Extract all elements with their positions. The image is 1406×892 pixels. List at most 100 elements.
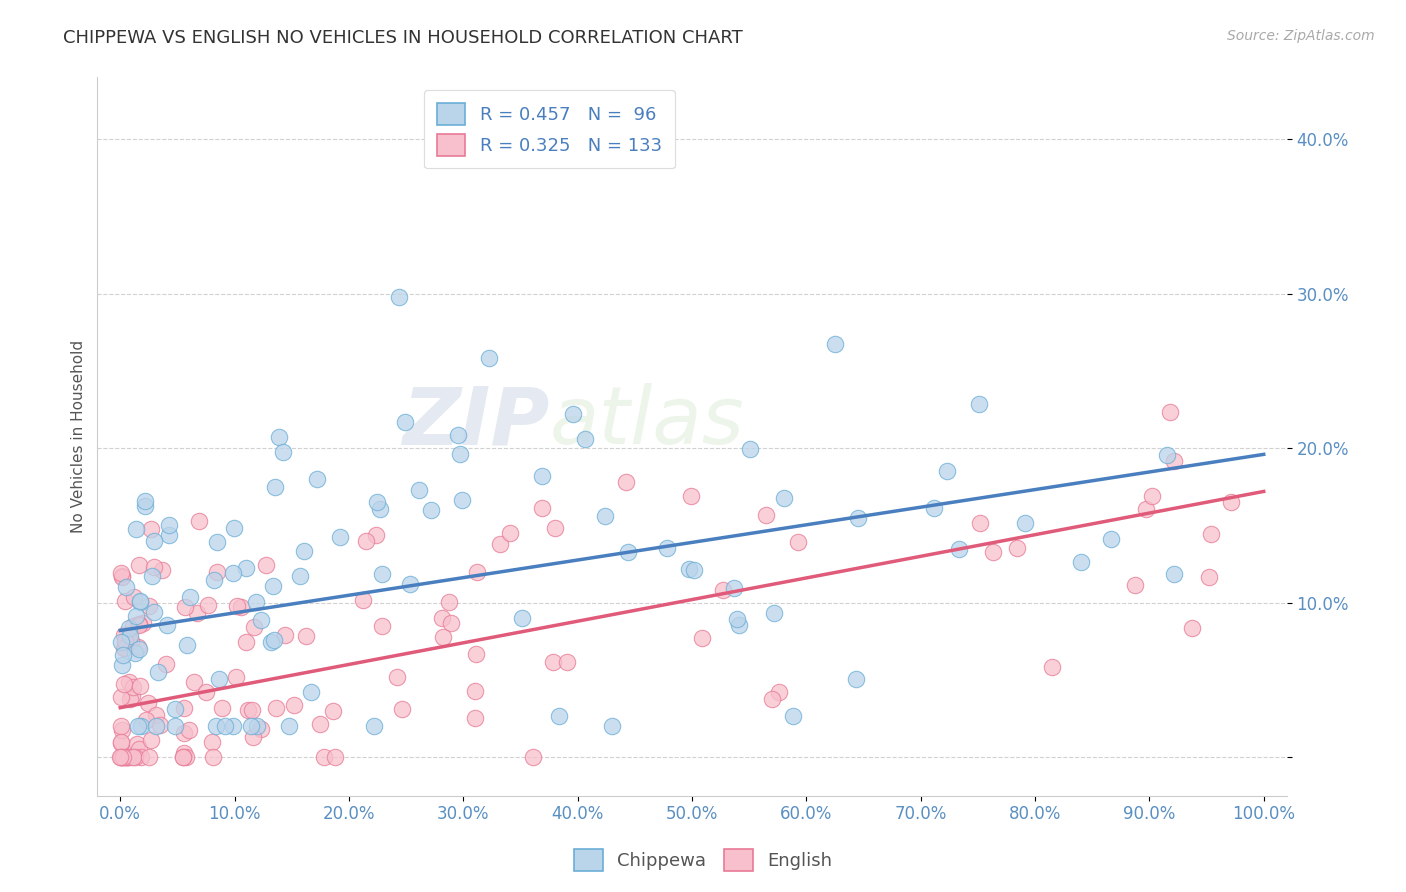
Point bbox=[122, 680, 145, 694]
Point bbox=[510, 610, 533, 624]
Point bbox=[967, 397, 990, 411]
Point bbox=[110, 750, 132, 764]
Point bbox=[134, 493, 156, 508]
Point bbox=[271, 445, 294, 459]
Point bbox=[141, 569, 163, 583]
Point bbox=[124, 750, 146, 764]
Point bbox=[263, 633, 285, 648]
Point bbox=[1014, 516, 1036, 530]
Point bbox=[740, 442, 762, 456]
Point bbox=[139, 522, 162, 536]
Point bbox=[264, 480, 287, 494]
Point bbox=[145, 708, 167, 723]
Text: ZIP: ZIP bbox=[402, 384, 550, 461]
Point bbox=[110, 750, 132, 764]
Point bbox=[127, 640, 149, 654]
Point bbox=[388, 290, 411, 304]
Point bbox=[269, 429, 291, 443]
Point bbox=[616, 475, 638, 490]
Point bbox=[1180, 621, 1202, 635]
Point bbox=[205, 719, 228, 733]
Point bbox=[1198, 570, 1220, 584]
Point bbox=[1123, 578, 1146, 592]
Point bbox=[679, 489, 702, 503]
Point bbox=[288, 568, 311, 582]
Point bbox=[129, 719, 152, 733]
Point bbox=[202, 573, 225, 587]
Point bbox=[110, 750, 132, 764]
Point bbox=[183, 675, 205, 690]
Point bbox=[110, 736, 132, 750]
Point bbox=[432, 611, 454, 625]
Point bbox=[201, 734, 224, 748]
Point bbox=[498, 526, 520, 541]
Point bbox=[179, 590, 201, 604]
Point bbox=[274, 628, 297, 642]
Point bbox=[134, 499, 156, 513]
Point bbox=[118, 621, 141, 635]
Point bbox=[135, 713, 157, 727]
Point bbox=[391, 702, 413, 716]
Point bbox=[202, 750, 225, 764]
Point bbox=[114, 594, 136, 608]
Point bbox=[115, 750, 138, 764]
Point bbox=[1140, 489, 1163, 503]
Point bbox=[197, 598, 219, 612]
Point bbox=[211, 701, 233, 715]
Point bbox=[678, 562, 700, 576]
Point bbox=[530, 468, 553, 483]
Point bbox=[111, 750, 134, 764]
Point bbox=[1005, 541, 1028, 556]
Point bbox=[111, 648, 134, 663]
Point bbox=[117, 750, 139, 764]
Point bbox=[125, 737, 148, 751]
Text: Source: ZipAtlas.com: Source: ZipAtlas.com bbox=[1227, 29, 1375, 43]
Point bbox=[711, 583, 734, 598]
Point bbox=[447, 428, 470, 442]
Point bbox=[394, 416, 416, 430]
Point bbox=[1163, 454, 1185, 468]
Point bbox=[246, 719, 269, 733]
Point bbox=[464, 711, 486, 725]
Point bbox=[172, 750, 194, 764]
Point bbox=[555, 655, 578, 669]
Point bbox=[364, 527, 387, 541]
Point bbox=[366, 494, 388, 508]
Point bbox=[522, 750, 544, 764]
Point bbox=[143, 605, 166, 619]
Point bbox=[114, 580, 136, 594]
Point bbox=[420, 503, 443, 517]
Point bbox=[118, 675, 141, 690]
Point bbox=[574, 432, 596, 446]
Point bbox=[385, 670, 408, 684]
Point bbox=[235, 561, 257, 575]
Point bbox=[121, 690, 143, 704]
Point bbox=[728, 618, 751, 632]
Point bbox=[138, 599, 160, 613]
Point bbox=[682, 563, 704, 577]
Point bbox=[129, 595, 152, 609]
Point bbox=[111, 569, 134, 583]
Point bbox=[121, 618, 143, 632]
Point bbox=[111, 657, 134, 672]
Point bbox=[128, 742, 150, 756]
Point bbox=[371, 567, 394, 582]
Point bbox=[118, 629, 141, 643]
Point bbox=[187, 514, 209, 528]
Point bbox=[111, 750, 134, 764]
Point bbox=[371, 619, 394, 633]
Point bbox=[141, 732, 163, 747]
Point bbox=[129, 679, 152, 693]
Point bbox=[541, 655, 564, 669]
Point bbox=[124, 522, 146, 536]
Point bbox=[307, 472, 329, 486]
Point bbox=[464, 683, 486, 698]
Point bbox=[299, 684, 322, 698]
Point bbox=[225, 670, 247, 684]
Point bbox=[773, 491, 796, 505]
Point bbox=[146, 665, 169, 679]
Point bbox=[314, 750, 336, 764]
Point bbox=[110, 750, 132, 764]
Point bbox=[172, 750, 194, 764]
Point bbox=[352, 593, 374, 607]
